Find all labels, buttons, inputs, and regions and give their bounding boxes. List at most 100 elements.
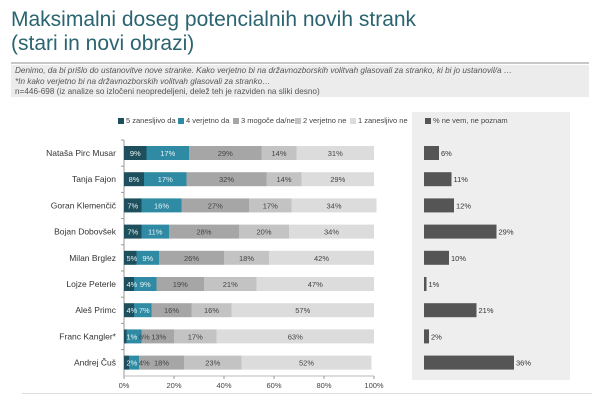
legend-swatch: [295, 118, 301, 124]
bar-value-label: 17%: [158, 175, 173, 184]
bottom-divider: [22, 393, 592, 394]
legend-label: 5 zanesljivo da: [126, 116, 176, 125]
bar-value-label: 4%: [127, 280, 138, 289]
dont-know-label: 6%: [441, 149, 452, 158]
legend-label: % ne vem, ne poznam: [433, 116, 508, 125]
bar-segment: [124, 198, 142, 213]
category-label: Aleš Primc: [75, 305, 116, 315]
bar-segment: [134, 303, 152, 318]
bar-value-label: 11%: [148, 228, 163, 237]
bar-segment: [249, 198, 292, 213]
bar-segment: [216, 329, 374, 344]
bar-segment: [151, 303, 192, 318]
category-label: Franc Kangler*: [59, 331, 116, 341]
bar-segment: [169, 224, 239, 239]
category-label: Tanja Fajon: [72, 174, 116, 184]
dont-know-bar: [424, 303, 477, 318]
question-note: Denimo, da bi prišlo do ustanovitve nove…: [11, 65, 589, 97]
bar-value-label: 42%: [314, 254, 329, 263]
bar-segment: [129, 355, 139, 370]
legend-swatch: [118, 118, 124, 124]
bar-value-label: 34%: [324, 228, 339, 237]
bar-value-label: 13%: [151, 332, 166, 341]
dont-know-bar: [424, 224, 497, 239]
bar-value-label: 28%: [196, 228, 211, 237]
bar-value-label: 27%: [208, 201, 223, 210]
bar-value-label: 4%: [127, 306, 138, 315]
dont-know-bar: [424, 172, 452, 187]
legend-swatch: [350, 118, 356, 124]
dont-know-label: 21%: [479, 306, 494, 315]
bar-segment: [174, 329, 217, 344]
bar-value-label: 21%: [223, 280, 238, 289]
bar-segment: [231, 303, 374, 318]
bar-segment: [289, 224, 374, 239]
dont-know-label: 36%: [516, 359, 531, 368]
bar-value-label: 1%: [127, 332, 138, 341]
bar-segment: [124, 172, 144, 187]
bar-segment: [124, 146, 147, 160]
bar-segment: [256, 277, 374, 291]
dont-know-bar: [424, 355, 514, 370]
bar-segment: [186, 172, 267, 187]
legend-item: 2 verjetno ne: [295, 116, 346, 125]
legend-label: 2 verjetno ne: [303, 116, 347, 125]
bar-segment: [124, 355, 129, 370]
bar-segment: [224, 250, 269, 265]
bar-segment: [181, 198, 249, 213]
bar-segment: [126, 329, 142, 344]
bar-value-label: 5%: [127, 254, 138, 263]
legend-swatch: [178, 118, 184, 124]
legend-item: 4 verjetno da: [178, 116, 229, 125]
category-label: Andrej Čuš: [74, 358, 116, 368]
legend-item: 3 mogoče da/ne: [233, 116, 295, 125]
legend-item: % ne vem, ne poznam: [425, 116, 508, 125]
bar-value-label: 6%: [139, 332, 150, 341]
note-line-2: *In kako verjetno bi na državnozborskih …: [15, 76, 271, 86]
bar-value-label: 7%: [139, 306, 150, 315]
bar-segment: [189, 146, 262, 160]
legend-item: 5 zanesljivo da: [118, 116, 176, 125]
dont-know-label: 1%: [429, 280, 440, 289]
x-tick-label: 100%: [364, 381, 384, 390]
bar-value-label: 26%: [184, 254, 199, 263]
bar-segment: [141, 198, 182, 213]
dont-know-bar: [424, 329, 429, 344]
dont-know-bar: [424, 277, 427, 291]
bar-value-label: 32%: [219, 175, 234, 184]
bar-value-label: 31%: [328, 149, 343, 158]
bar-value-label: 52%: [299, 359, 314, 368]
bar-segment: [156, 277, 204, 291]
bar-value-label: 9%: [130, 149, 141, 158]
bar-value-label: 2%: [127, 359, 138, 368]
dont-know-label: 29%: [499, 228, 514, 237]
note-line-1: Denimo, da bi prišlo do ustanovitve nove…: [15, 66, 512, 75]
dont-know-bar: [424, 250, 449, 265]
bar-value-label: 14%: [276, 175, 291, 184]
bar-value-label: 7%: [127, 228, 138, 237]
dont-know-bar: [424, 146, 439, 160]
bar-value-label: 23%: [205, 359, 220, 368]
bar-segment: [296, 146, 374, 160]
bar-segment: [204, 277, 257, 291]
bar-segment: [124, 329, 127, 344]
bar-value-label: 20%: [256, 228, 271, 237]
bar-segment: [301, 172, 374, 187]
legend-label: 4 verjetno da: [186, 116, 230, 125]
bar-segment: [144, 172, 187, 187]
bar-value-label: 16%: [154, 201, 169, 210]
bar-value-label: 16%: [204, 306, 219, 315]
legend-swatch: [233, 118, 239, 124]
dont-know-label: 10%: [451, 254, 466, 263]
bar-segment: [124, 250, 137, 265]
legend-label: 1 zanesljivo ne: [358, 116, 408, 125]
bar-segment: [134, 277, 157, 291]
bar-value-label: 29%: [330, 175, 345, 184]
bar-value-label: 19%: [173, 280, 188, 289]
bar-segment: [291, 198, 377, 213]
legend-label: 3 mogoče da/ne: [241, 116, 295, 125]
bar-segment: [124, 277, 134, 291]
chart-title: Maksimalni doseg potencialnih novih stra…: [11, 8, 416, 56]
bar-segment: [184, 355, 242, 370]
